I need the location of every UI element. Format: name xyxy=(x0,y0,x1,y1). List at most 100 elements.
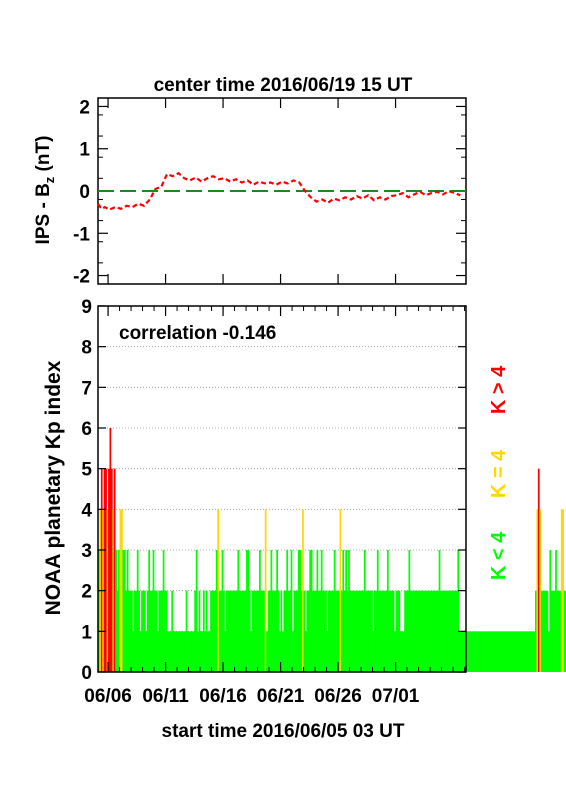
kp-bar xyxy=(161,590,163,672)
kp-y-tick-label: 6 xyxy=(81,419,92,440)
kp-bar xyxy=(237,550,240,672)
kp-bar xyxy=(516,631,519,672)
kp-bar xyxy=(215,550,218,672)
kp-bar xyxy=(342,550,345,672)
kp-bar xyxy=(182,631,185,672)
kp-bar xyxy=(389,590,392,672)
kp-bar xyxy=(230,590,232,672)
kp-bar xyxy=(397,590,399,672)
kp-bar xyxy=(530,631,533,672)
kp-bar xyxy=(430,590,432,672)
kp-bar xyxy=(333,550,336,672)
kp-bar xyxy=(471,631,474,672)
kp-y-tick-label: 1 xyxy=(81,622,92,643)
kp-bar xyxy=(234,590,237,672)
kp-x-tick-label: 06/21 xyxy=(257,686,305,707)
kp-bar xyxy=(100,468,103,672)
kp-bar xyxy=(490,631,493,672)
kp-bar xyxy=(329,590,332,672)
kp-bar xyxy=(135,590,138,672)
kp-bar xyxy=(149,590,152,672)
kp-bar xyxy=(289,590,291,672)
kp-bar xyxy=(277,590,280,672)
kp-bar xyxy=(489,631,491,672)
kp-bar xyxy=(520,631,523,672)
legend-label: K < 4 xyxy=(488,531,510,580)
kp-bar xyxy=(162,550,165,672)
kp-bar xyxy=(195,550,198,672)
kp-bar xyxy=(517,631,520,672)
kp-bar xyxy=(392,590,395,672)
kp-bar xyxy=(233,590,235,672)
kp-bar xyxy=(217,509,220,672)
kp-y-tick-label: 7 xyxy=(81,378,92,399)
kp-bar xyxy=(529,631,531,672)
kp-bar xyxy=(509,631,511,672)
kp-bar xyxy=(336,590,339,672)
kp-bar xyxy=(205,590,208,672)
kp-y-tick-label: 3 xyxy=(81,541,92,562)
ips-y-tick-label: 0 xyxy=(79,182,90,203)
kp-bar xyxy=(223,590,225,672)
kp-bar xyxy=(115,550,117,672)
kp-bar xyxy=(106,509,109,672)
kp-bar xyxy=(307,590,310,672)
kp-bar xyxy=(109,428,112,672)
kp-bar xyxy=(218,590,221,672)
kp-bar xyxy=(543,590,546,672)
kp-bar xyxy=(290,550,293,672)
kp-bar xyxy=(190,631,192,672)
kp-bar xyxy=(420,590,422,672)
kp-bar xyxy=(345,550,347,672)
kp-bar xyxy=(335,590,337,672)
kp-bar xyxy=(328,590,330,672)
kp-bar xyxy=(470,631,473,672)
kp-bar xyxy=(428,590,431,672)
kp-bar xyxy=(526,631,529,672)
kp-bar xyxy=(241,590,244,672)
kp-bar xyxy=(503,631,506,672)
kp-bar xyxy=(146,590,149,672)
kp-bar xyxy=(257,590,260,672)
kp-bar xyxy=(225,590,228,672)
kp-bar xyxy=(481,631,484,672)
kp-bar xyxy=(108,468,110,672)
kp-bar xyxy=(425,590,428,672)
kp-bar xyxy=(401,631,404,672)
kp-bar xyxy=(450,590,452,672)
kp-bar xyxy=(123,550,126,672)
kp-bar xyxy=(167,631,169,672)
kp-bar xyxy=(547,631,550,672)
kp-bars xyxy=(98,428,566,672)
kp-bar xyxy=(496,631,498,672)
kp-bar xyxy=(112,509,115,672)
kp-bar xyxy=(247,550,250,672)
kp-bar xyxy=(388,590,391,672)
kp-bar xyxy=(468,631,471,672)
kp-bar xyxy=(559,590,562,672)
kp-bar xyxy=(113,468,116,672)
kp-bar xyxy=(412,590,415,672)
kp-bar xyxy=(375,590,378,672)
kp-bar xyxy=(305,631,307,672)
kp-bar xyxy=(300,590,303,672)
kp-bar xyxy=(306,590,309,672)
kp-bar xyxy=(463,631,465,672)
kp-bar xyxy=(105,468,107,672)
kp-bar xyxy=(362,590,365,672)
kp-bar xyxy=(316,550,319,672)
kp-bar xyxy=(119,509,122,672)
kp-bar xyxy=(369,590,372,672)
kp-bar xyxy=(536,509,539,672)
kp-bar xyxy=(382,590,385,672)
kp-bar xyxy=(177,631,179,672)
kp-bar xyxy=(172,631,175,672)
kp-bar xyxy=(152,550,155,672)
kp-bar xyxy=(273,590,276,672)
kp-index-panel: 0 1 2 3 4 5 6 7 8 9 06/06 06/11 06/16 06/21 06/26 07/0… xyxy=(42,98,566,742)
kp-bar xyxy=(236,590,238,672)
kp-bar xyxy=(533,631,536,672)
kp-bar xyxy=(537,468,540,672)
kp-bar xyxy=(365,590,368,672)
kp-bar xyxy=(210,590,212,672)
